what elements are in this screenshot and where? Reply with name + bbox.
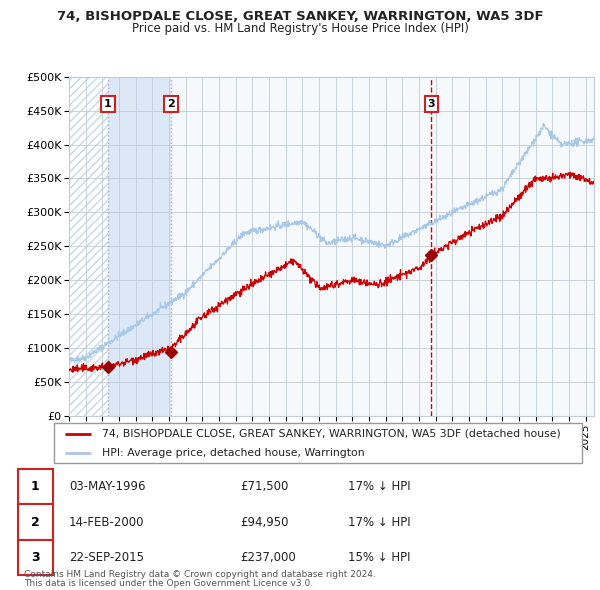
Text: 03-MAY-1996: 03-MAY-1996 xyxy=(69,480,146,493)
Text: 17% ↓ HPI: 17% ↓ HPI xyxy=(348,480,410,493)
Text: £94,950: £94,950 xyxy=(240,516,289,529)
Text: This data is licensed under the Open Government Licence v3.0.: This data is licensed under the Open Gov… xyxy=(24,579,313,588)
Text: 15% ↓ HPI: 15% ↓ HPI xyxy=(348,551,410,564)
Bar xyxy=(69,77,108,416)
Text: Price paid vs. HM Land Registry's House Price Index (HPI): Price paid vs. HM Land Registry's House … xyxy=(131,22,469,35)
Text: 22-SEP-2015: 22-SEP-2015 xyxy=(69,551,144,564)
Text: 2: 2 xyxy=(31,516,40,529)
Text: 74, BISHOPDALE CLOSE, GREAT SANKEY, WARRINGTON, WA5 3DF (detached house): 74, BISHOPDALE CLOSE, GREAT SANKEY, WARR… xyxy=(101,429,560,439)
Text: 74, BISHOPDALE CLOSE, GREAT SANKEY, WARRINGTON, WA5 3DF: 74, BISHOPDALE CLOSE, GREAT SANKEY, WARR… xyxy=(56,10,544,23)
Bar xyxy=(108,77,171,416)
Text: 3: 3 xyxy=(31,551,40,564)
Text: £71,500: £71,500 xyxy=(240,480,289,493)
Text: HPI: Average price, detached house, Warrington: HPI: Average price, detached house, Warr… xyxy=(101,448,364,458)
Text: Contains HM Land Registry data © Crown copyright and database right 2024.: Contains HM Land Registry data © Crown c… xyxy=(24,570,376,579)
Text: 1: 1 xyxy=(31,480,40,493)
Text: 1: 1 xyxy=(104,99,112,109)
Text: 3: 3 xyxy=(427,99,435,109)
Text: 14-FEB-2000: 14-FEB-2000 xyxy=(69,516,145,529)
Text: 2: 2 xyxy=(167,99,175,109)
FancyBboxPatch shape xyxy=(54,423,582,463)
Bar xyxy=(171,77,594,416)
Text: £237,000: £237,000 xyxy=(240,551,296,564)
Text: 17% ↓ HPI: 17% ↓ HPI xyxy=(348,516,410,529)
